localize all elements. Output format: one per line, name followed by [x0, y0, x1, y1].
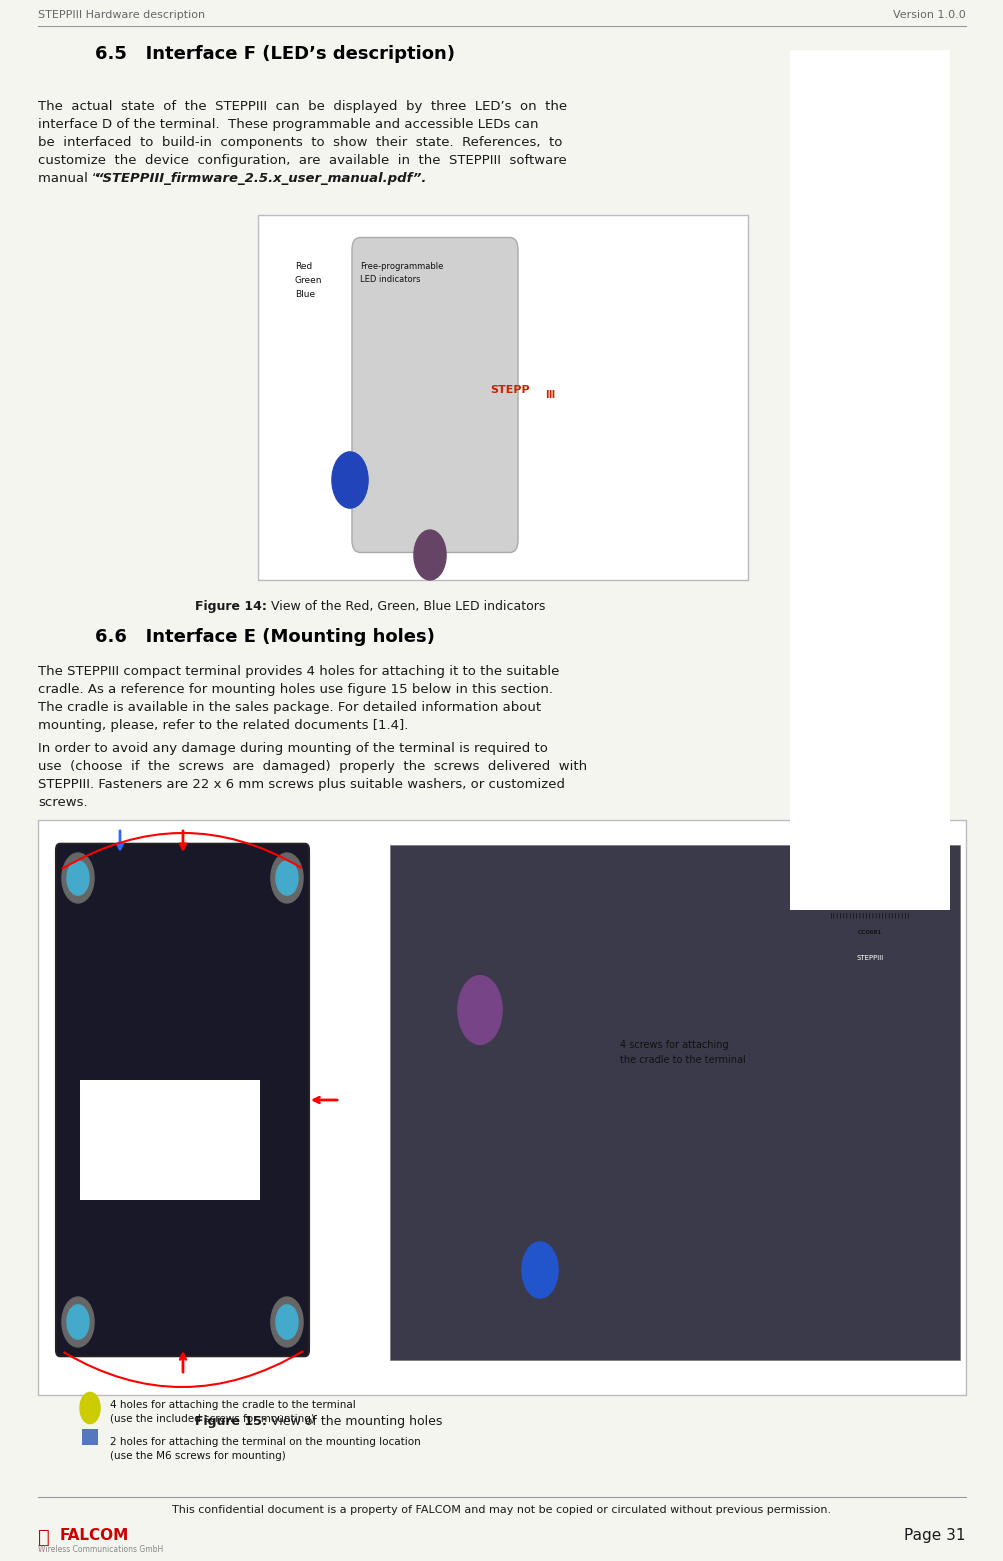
Text: the cradle to the terminal: the cradle to the terminal	[620, 1055, 745, 1065]
Text: Free-programmable: Free-programmable	[360, 262, 443, 272]
Text: STEPPIII: STEPPIII	[856, 955, 883, 962]
FancyBboxPatch shape	[789, 50, 949, 910]
Text: Blue: Blue	[295, 290, 315, 300]
Circle shape	[276, 860, 298, 894]
Text: CC0681: CC0681	[857, 930, 882, 935]
Text: 4 holes for attaching the cradle to the terminal: 4 holes for attaching the cradle to the …	[110, 1400, 355, 1410]
Circle shape	[62, 1297, 94, 1347]
Text: STEPPIII Hardware description: STEPPIII Hardware description	[38, 9, 205, 20]
Text: Ⅲ: Ⅲ	[545, 390, 554, 400]
Text: (use the included screws for mounting): (use the included screws for mounting)	[110, 1414, 315, 1424]
FancyBboxPatch shape	[860, 860, 949, 890]
FancyArrowPatch shape	[64, 1352, 302, 1388]
FancyBboxPatch shape	[389, 845, 959, 1360]
FancyBboxPatch shape	[56, 845, 309, 1357]
Text: Red: Red	[295, 262, 312, 272]
Text: View of the Red, Green, Blue LED indicators: View of the Red, Green, Blue LED indicat…	[255, 599, 545, 613]
Text: LED indicators: LED indicators	[360, 275, 420, 284]
Circle shape	[276, 1305, 298, 1339]
Text: The cradle is available in the sales package. For detailed information about: The cradle is available in the sales pac…	[38, 701, 541, 713]
Text: 6.5   Interface F (LED’s description): 6.5 Interface F (LED’s description)	[95, 45, 454, 62]
Circle shape	[413, 531, 445, 581]
Circle shape	[457, 976, 502, 1044]
Text: Page 31: Page 31	[904, 1528, 965, 1542]
Text: FALCOM: FALCOM	[889, 869, 920, 876]
Circle shape	[271, 1297, 303, 1347]
Text: cradle. As a reference for mounting holes use figure 15 below in this section.: cradle. As a reference for mounting hole…	[38, 684, 553, 696]
Circle shape	[332, 451, 368, 507]
Text: “STEPPIII_firmware_2.5.x_user_manual.pdf”.: “STEPPIII_firmware_2.5.x_user_manual.pdf…	[95, 172, 427, 186]
Text: View of the mounting holes: View of the mounting holes	[255, 1414, 442, 1428]
Text: mounting, please, refer to the related documents [1.4].: mounting, please, refer to the related d…	[38, 720, 408, 732]
Text: Version 1.0.0: Version 1.0.0	[893, 9, 965, 20]
Text: customize  the  device  configuration,  are  available  in  the  STEPPIII  softw: customize the device configuration, are …	[38, 155, 566, 167]
Circle shape	[271, 852, 303, 902]
Text: use  (choose  if  the  screws  are  damaged)  properly  the  screws  delivered  : use (choose if the screws are damaged) p…	[38, 760, 587, 773]
Text: DRAFT: DRAFT	[536, 801, 869, 1135]
Text: interface D of the terminal.  These programmable and accessible LEDs can: interface D of the terminal. These progr…	[38, 119, 538, 131]
Text: The  actual  state  of  the  STEPPIII  can  be  displayed  by  three  LED’s  on : The actual state of the STEPPIII can be …	[38, 100, 567, 112]
Text: Wireless Communications GmbH: Wireless Communications GmbH	[38, 1545, 163, 1555]
Circle shape	[67, 1305, 89, 1339]
Circle shape	[522, 1243, 558, 1299]
Text: The STEPPIII compact terminal provides 4 holes for attaching it to the suitable: The STEPPIII compact terminal provides 4…	[38, 665, 559, 677]
Circle shape	[62, 852, 94, 902]
Text: 2 holes for attaching the terminal on the mounting location: 2 holes for attaching the terminal on th…	[110, 1438, 420, 1447]
Text: STEPPIII. Fasteners are 22 x 6 mm screws plus suitable washers, or customized: STEPPIII. Fasteners are 22 x 6 mm screws…	[38, 777, 565, 791]
Text: This confidential document is a property of FALCOM and may not be copied or circ: This confidential document is a property…	[173, 1505, 830, 1516]
Text: |||||||||||||||||||||||||: |||||||||||||||||||||||||	[828, 912, 910, 918]
Text: ⓕ: ⓕ	[38, 1528, 50, 1547]
Text: screws.: screws.	[38, 796, 87, 809]
Text: manual “: manual “	[38, 172, 99, 186]
Circle shape	[67, 860, 89, 894]
Text: 4 screws for attaching: 4 screws for attaching	[620, 1040, 728, 1051]
Text: Green: Green	[295, 276, 322, 286]
FancyArrowPatch shape	[62, 834, 300, 868]
Text: STEPP: STEPP	[489, 386, 530, 395]
Text: (use the M6 screws for mounting): (use the M6 screws for mounting)	[110, 1452, 286, 1461]
Text: be  interfaced  to  build-in  components  to  show  their  state.  References,  : be interfaced to build-in components to …	[38, 136, 562, 148]
FancyBboxPatch shape	[258, 215, 747, 581]
FancyBboxPatch shape	[352, 237, 518, 553]
Text: In order to avoid any damage during mounting of the terminal is required to: In order to avoid any damage during moun…	[38, 741, 548, 756]
FancyBboxPatch shape	[82, 1430, 98, 1445]
Text: FALCOM: FALCOM	[60, 1528, 129, 1542]
FancyBboxPatch shape	[80, 1080, 260, 1200]
Circle shape	[80, 1392, 100, 1424]
FancyBboxPatch shape	[38, 820, 965, 1396]
Text: Figure 15:: Figure 15:	[195, 1414, 267, 1428]
Text: Figure 14:: Figure 14:	[195, 599, 267, 613]
Text: 6.6   Interface E (Mounting holes): 6.6 Interface E (Mounting holes)	[95, 628, 434, 646]
